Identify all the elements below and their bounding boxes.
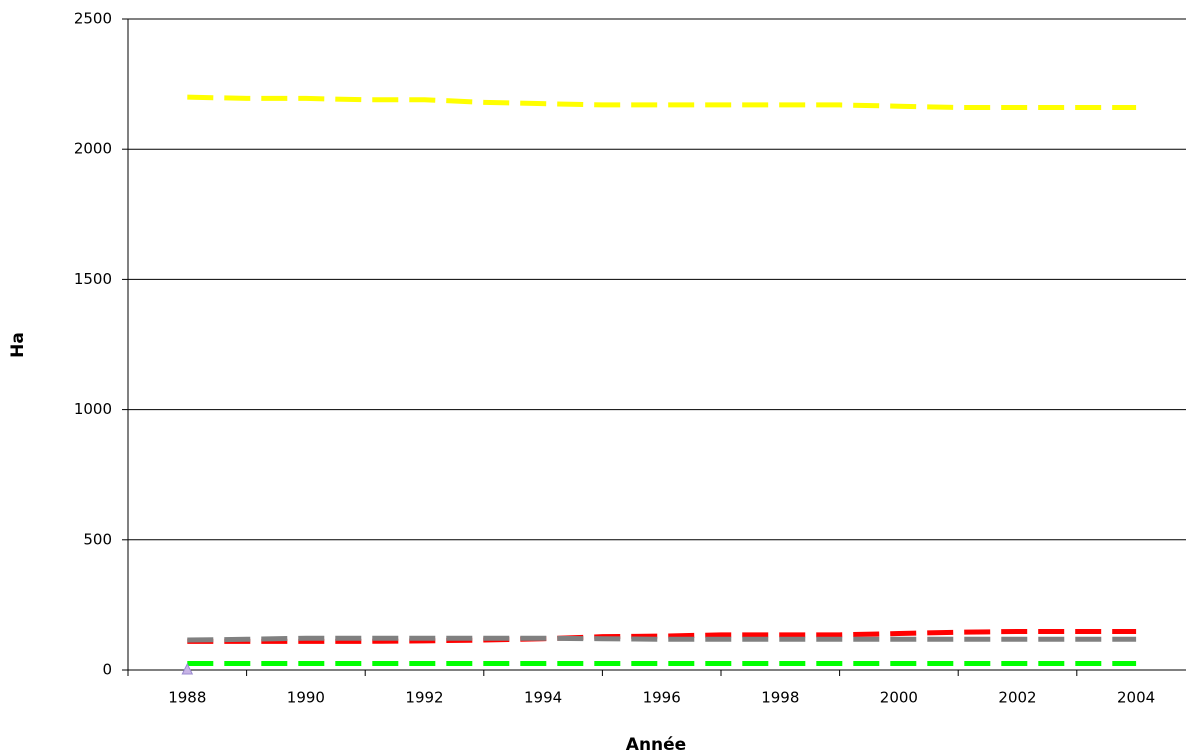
- x-tick-label: 1992: [405, 689, 443, 707]
- y-tick-label: 2500: [74, 10, 112, 28]
- y-tick-label: 0: [102, 661, 112, 679]
- x-tick-label: 1994: [524, 689, 562, 707]
- y-tick-label: 1500: [74, 270, 112, 288]
- x-tick-label: 1990: [287, 689, 325, 707]
- x-tick-label: 1988: [168, 689, 206, 707]
- series-marker: [181, 662, 194, 675]
- y-tick-label: 2000: [74, 140, 112, 158]
- y-tick-label: 1000: [74, 400, 112, 418]
- series-line: [187, 628, 1137, 644]
- series-line: [187, 635, 1137, 643]
- y-tick-label: 500: [83, 530, 112, 548]
- series-line: [187, 94, 1137, 111]
- y-axis-title: Ha: [8, 332, 28, 358]
- x-tick-label: 2000: [880, 689, 918, 707]
- x-tick-label: 1998: [761, 689, 799, 707]
- x-axis-title: Année: [626, 735, 686, 755]
- x-tick-label: 2002: [998, 689, 1036, 707]
- x-tick-label: 1996: [643, 689, 681, 707]
- x-tick-label: 2004: [1117, 689, 1155, 707]
